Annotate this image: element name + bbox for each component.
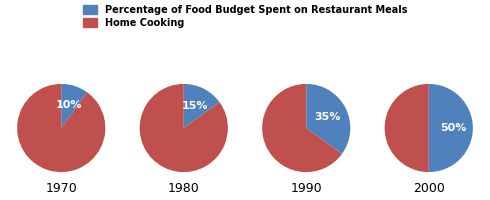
- Wedge shape: [61, 84, 87, 128]
- Wedge shape: [184, 84, 220, 128]
- Text: 15%: 15%: [181, 101, 208, 111]
- Wedge shape: [140, 84, 228, 172]
- Title: 2000: 2000: [413, 182, 445, 195]
- Wedge shape: [306, 84, 350, 154]
- Wedge shape: [385, 84, 429, 172]
- Wedge shape: [17, 84, 105, 172]
- Text: 35%: 35%: [315, 112, 341, 122]
- Title: 1980: 1980: [168, 182, 199, 195]
- Wedge shape: [429, 84, 473, 172]
- Title: 1990: 1990: [291, 182, 322, 195]
- Wedge shape: [262, 84, 342, 172]
- Title: 1970: 1970: [46, 182, 77, 195]
- Legend: Percentage of Food Budget Spent on Restaurant Meals, Home Cooking: Percentage of Food Budget Spent on Resta…: [83, 5, 407, 28]
- Text: 50%: 50%: [440, 123, 466, 133]
- Text: 10%: 10%: [55, 100, 82, 110]
